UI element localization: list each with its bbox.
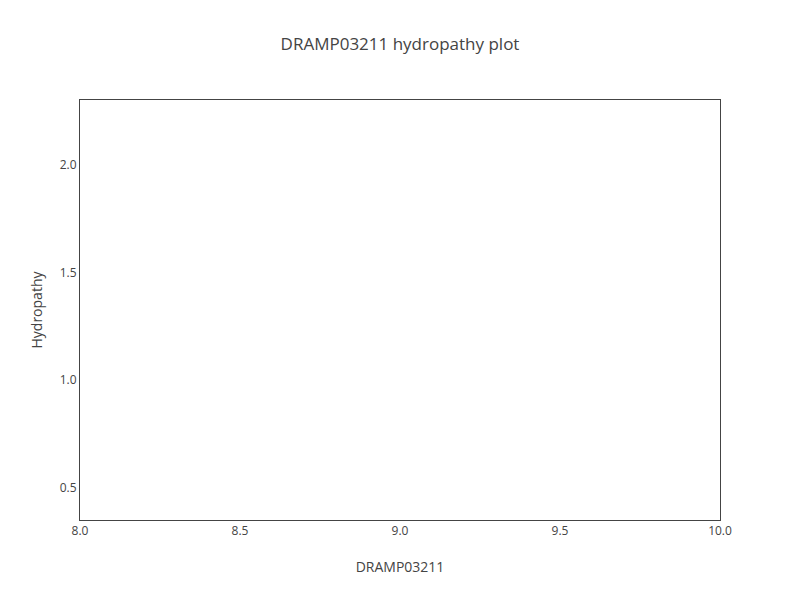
svg-text:Hydropathy: Hydropathy: [27, 271, 46, 349]
svg-text:DRAMP03211: DRAMP03211: [356, 557, 445, 576]
svg-text:1.5: 1.5: [60, 264, 77, 281]
svg-text:2.0: 2.0: [60, 156, 77, 173]
svg-text:10.0: 10.0: [708, 522, 732, 539]
svg-text:8.0: 8.0: [72, 522, 89, 539]
svg-text:DRAMP03211 hydropathy plot: DRAMP03211 hydropathy plot: [281, 32, 520, 55]
svg-text:0.5: 0.5: [60, 479, 77, 496]
svg-text:9.0: 9.0: [392, 522, 409, 539]
svg-text:8.5: 8.5: [232, 522, 249, 539]
svg-text:9.5: 9.5: [552, 522, 569, 539]
svg-text:1.0: 1.0: [60, 371, 77, 388]
